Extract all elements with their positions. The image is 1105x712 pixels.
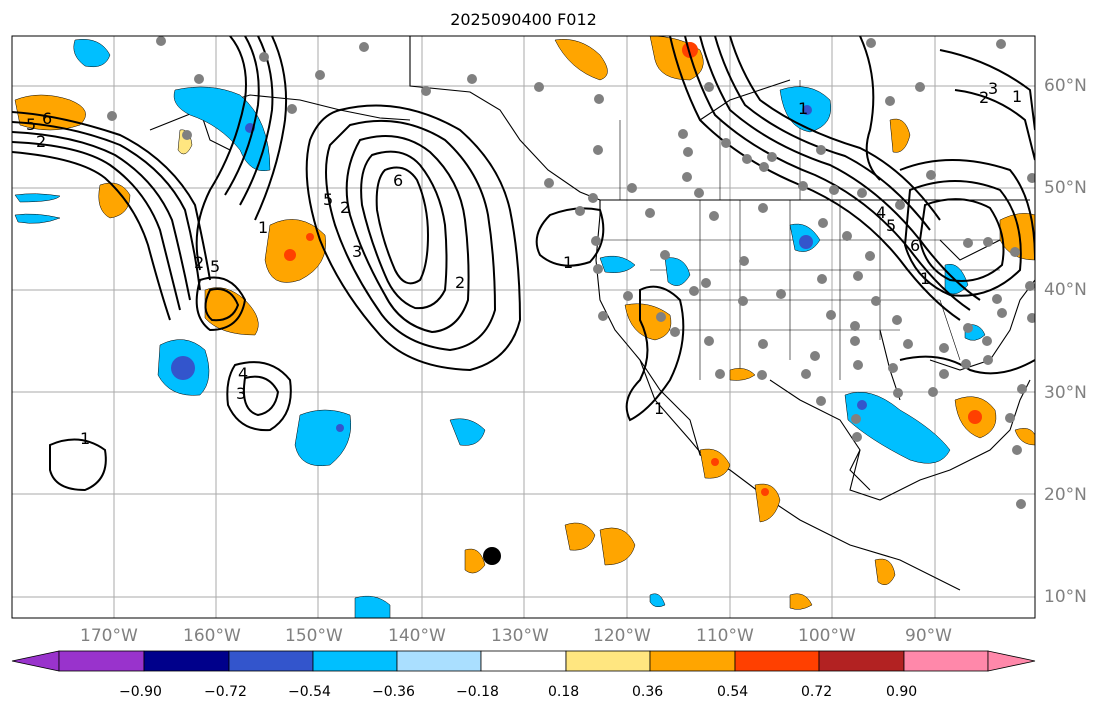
contour-label: 5	[886, 216, 896, 235]
colorbar-segment	[312, 650, 398, 672]
colorbar-segment	[565, 650, 651, 672]
contour-label: 6	[42, 109, 52, 128]
colorbar-tick-label: −0.90	[119, 684, 162, 700]
lon-label: 160°W	[183, 626, 241, 646]
colorbar-tick-label: 0.90	[886, 684, 918, 700]
colorbar-segment	[228, 650, 314, 672]
contour-label: 6	[393, 171, 403, 190]
colorbar	[11, 650, 1036, 672]
colorbar-extend-high	[987, 650, 1036, 672]
contour-label: 1	[654, 399, 664, 418]
lat-label: 60°N	[1044, 76, 1087, 96]
contour-label-group: 6 5 2 1 2 1 5 4 5 6 3 2 3 2 1 1 1 1 2 3 …	[26, 79, 1022, 448]
lon-label: 130°W	[491, 626, 549, 646]
contour-label: 4	[238, 364, 248, 383]
colorbar-extend-low	[11, 650, 60, 672]
state-borders	[600, 80, 1030, 380]
colorbar-segment	[903, 650, 989, 672]
colorbar-segment	[734, 650, 820, 672]
colorbar-tick-label: 0.18	[548, 684, 580, 700]
colorbar-tick-label: 0.36	[632, 684, 664, 700]
colorbar-segment	[396, 650, 482, 672]
contour-label: 1	[798, 99, 808, 118]
colorbar-segment	[649, 650, 736, 672]
contour-label: 5	[323, 190, 333, 209]
lon-label: 110°W	[696, 626, 754, 646]
lat-label: 10°N	[1044, 587, 1087, 607]
contour-label: 2	[340, 198, 350, 217]
colorbar-tick-label: −0.54	[288, 684, 331, 700]
contour-label: 5	[210, 257, 220, 276]
contour-label: 2	[455, 273, 465, 292]
colorbar-tick-label: −0.18	[456, 684, 499, 700]
lon-label: 90°W	[905, 626, 952, 646]
colorbar-tick-label: 0.54	[717, 684, 749, 700]
colorbar-segment	[143, 650, 230, 672]
lon-label: 150°W	[285, 626, 343, 646]
lat-label: 40°N	[1044, 280, 1087, 300]
lon-label: 100°W	[798, 626, 856, 646]
lon-label: 140°W	[388, 626, 446, 646]
colorbar-tick-label: 0.72	[801, 684, 833, 700]
contour-label: 3	[352, 242, 362, 261]
map-frame	[11, 35, 1036, 619]
contour-label: 3	[236, 384, 246, 403]
contour-label: 1	[920, 269, 930, 288]
contour-label: 6	[910, 236, 920, 255]
contour-label: 1	[80, 429, 90, 448]
contour-label: 2	[36, 132, 46, 151]
contour-label: 1	[1012, 87, 1022, 106]
lon-label: 120°W	[593, 626, 651, 646]
colorbar-segment	[480, 650, 567, 672]
lat-label: 20°N	[1044, 485, 1087, 505]
colorbar-segment	[818, 650, 905, 672]
colorbar-segment	[58, 650, 145, 672]
positive-anomalies	[14, 36, 1035, 610]
contour-label: 5	[26, 115, 36, 134]
lat-label: 50°N	[1044, 178, 1087, 198]
contour-label: 1	[563, 253, 573, 272]
station-dots	[107, 36, 1035, 509]
lat-label: 30°N	[1044, 383, 1087, 403]
coastlines	[149, 36, 1035, 591]
lon-label: 170°W	[80, 626, 138, 646]
contour-label: 4	[876, 203, 886, 222]
contour-label: 2	[194, 253, 204, 272]
colorbar-tick-label: −0.72	[204, 684, 247, 700]
contour-label: 3	[988, 79, 998, 98]
colorbar-tick-label: −0.36	[372, 684, 415, 700]
contour-label: 2	[979, 88, 989, 107]
map-title: 2025090400 F012	[450, 10, 597, 29]
contour-label: 1	[258, 218, 268, 237]
buoy-marker	[483, 547, 501, 565]
contour-lines	[12, 36, 1035, 492]
